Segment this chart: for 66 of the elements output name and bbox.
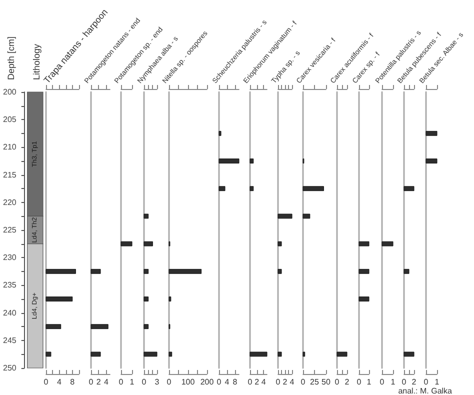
- bar: [302, 214, 310, 219]
- x-tick-label: 0: [424, 378, 429, 386]
- bar: [46, 268, 76, 274]
- x-tick-label: 2: [254, 378, 260, 386]
- x-tick-label: 3: [154, 378, 160, 386]
- bar: [144, 268, 149, 274]
- y-axis-title: Depth [cm]: [6, 36, 16, 80]
- x-tick-label: 100: [181, 378, 196, 386]
- x-tick-label: 4: [261, 378, 266, 386]
- bar: [168, 268, 202, 274]
- bar: [144, 324, 149, 330]
- bar: [218, 130, 222, 136]
- x-tick-label: 0: [118, 378, 124, 386]
- x-tick-label: 0: [166, 378, 172, 386]
- x-tick-label: 0: [88, 378, 94, 386]
- y-tick-label: 240: [2, 308, 17, 318]
- x-tick-label: 0: [142, 378, 147, 386]
- x-tick-label: 8: [70, 378, 76, 386]
- bar: [46, 324, 62, 330]
- x-tick-label: 0: [300, 378, 306, 386]
- x-tick-label: 4: [104, 378, 109, 386]
- bar: [144, 352, 158, 357]
- x-tick-label: 4: [290, 378, 295, 386]
- x-tick-label: 2: [344, 378, 350, 386]
- bar: [144, 214, 149, 219]
- x-tick-label: 8: [232, 378, 238, 386]
- x-tick-label: 4: [224, 378, 230, 386]
- y-tick-label: 235: [2, 280, 17, 290]
- y-tick-label: 200: [2, 88, 17, 96]
- x-tick-label: 0: [216, 378, 222, 386]
- x-tick-label: 1: [130, 378, 135, 386]
- x-tick-label: 25: [310, 378, 320, 386]
- bar: [218, 186, 226, 192]
- y-tick-label: 250: [2, 364, 17, 372]
- bar: [46, 296, 73, 302]
- x-tick-label: 1: [390, 378, 396, 386]
- bar: [144, 241, 153, 246]
- y-tick-label: 230: [2, 253, 17, 262]
- x-tick-label: 2: [282, 378, 288, 386]
- y-tick-label: 220: [2, 198, 17, 207]
- bar: [218, 158, 240, 164]
- bar: [168, 352, 172, 357]
- bar: [302, 186, 324, 192]
- x-tick-label: 200: [200, 378, 214, 386]
- y-tick-label: 215: [2, 170, 17, 180]
- x-tick-label: 0: [356, 378, 362, 386]
- x-tick-label: 0: [402, 378, 407, 386]
- x-tick-label: 0: [334, 378, 340, 386]
- x-tick-label: 0: [248, 378, 253, 386]
- y-tick-label: 210: [2, 142, 17, 152]
- x-tick-label: 2: [412, 378, 417, 386]
- x-tick-label: 2: [96, 378, 102, 386]
- y-tick-label: 245: [2, 336, 17, 345]
- x-tick-label: 1: [434, 378, 440, 386]
- x-tick-label: 4: [56, 378, 62, 386]
- bar: [46, 352, 52, 357]
- y-tick-label: 205: [2, 115, 17, 124]
- x-tick-label: 1: [366, 378, 372, 386]
- text: anal.: M. Galka: [398, 386, 453, 395]
- x-tick-label: 50: [322, 378, 331, 386]
- x-tick-label: 0: [44, 378, 49, 386]
- y-tick-label: 225: [2, 226, 17, 234]
- x-tick-label: 0: [276, 378, 281, 386]
- chart-title: Lithology: [32, 43, 42, 80]
- x-tick-label: 0: [380, 378, 385, 386]
- bar: [144, 296, 149, 302]
